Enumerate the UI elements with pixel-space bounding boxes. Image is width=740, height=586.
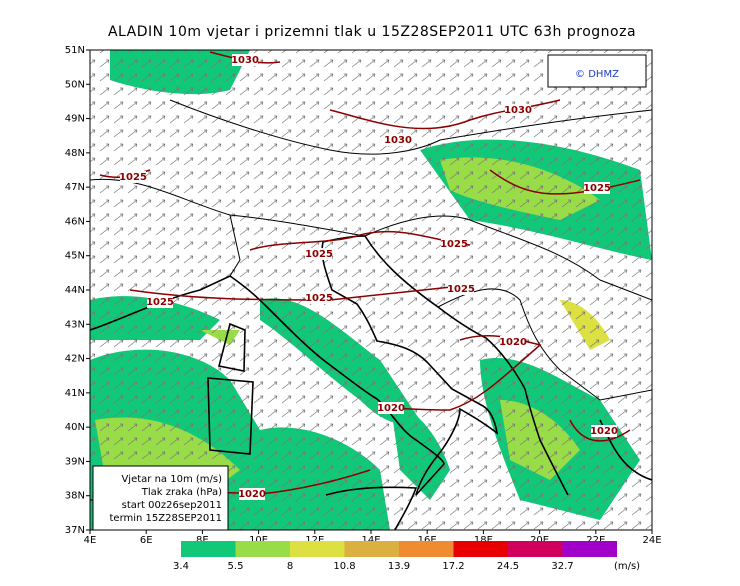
info-line: termin 15Z28SEP2011 xyxy=(110,513,223,524)
colorbar-segment xyxy=(562,541,617,557)
info-box: Vjetar na 10m (m/s) Tlak zraka (hPa) sta… xyxy=(92,465,229,531)
lat-label: 42N xyxy=(65,354,85,365)
axes: 51N 50N 49N 48N 47N 46N 45N 44N 43N 42N 41N 40N 39N 3… xyxy=(65,45,662,546)
colorbar-label: 5.5 xyxy=(228,561,244,572)
isobar-label: 1025 xyxy=(146,297,174,308)
isobar-label-bg xyxy=(500,336,526,348)
lon-label: 20E xyxy=(530,535,549,546)
isobar-label: 1030 xyxy=(504,105,532,116)
info-line: start 00z26sep2011 xyxy=(122,500,222,511)
isobar-label: 1025 xyxy=(305,249,333,260)
lat-label: 46N xyxy=(65,216,85,227)
colorbar-label: 17.2 xyxy=(442,561,464,572)
isobar-label-bg xyxy=(505,104,531,116)
isobar-label-bg xyxy=(385,134,411,146)
colorbar-label: 10.8 xyxy=(333,561,355,572)
colorbar-label: 32.7 xyxy=(551,561,573,572)
isobar-label-bg xyxy=(239,488,265,500)
lat-label: 37N xyxy=(65,525,85,536)
lon-label: 4E xyxy=(84,535,97,546)
copyright: © DHMZ xyxy=(575,69,619,80)
lat-label: 49N xyxy=(65,114,85,125)
isobar-label: 1030 xyxy=(231,55,259,66)
map-field xyxy=(90,50,652,530)
lon-label: 8E xyxy=(196,535,209,546)
lon-label: 14E xyxy=(361,535,380,546)
isobar-label: 1020 xyxy=(499,337,527,348)
isobar-label: 1025 xyxy=(305,293,333,304)
lat-label: 38N xyxy=(65,491,85,502)
colorbar-unit: (m/s) xyxy=(614,561,640,572)
colorbar-label: 8 xyxy=(287,561,293,572)
isobar-label: 1020 xyxy=(590,426,618,437)
isobar-label: 1025 xyxy=(583,183,611,194)
lat-label: 48N xyxy=(65,148,85,159)
colorbar-segment xyxy=(508,541,563,557)
lon-label: 12E xyxy=(305,535,324,546)
isobar-label-bg xyxy=(584,182,610,194)
info-line: Tlak zraka (hPa) xyxy=(141,487,222,498)
isobar-label: 1020 xyxy=(238,489,266,500)
isobar-label-bg xyxy=(441,238,467,250)
lon-label: 22E xyxy=(586,535,605,546)
colorbar-segment xyxy=(290,541,345,557)
lat-label: 47N xyxy=(65,182,85,193)
info-line: Vjetar na 10m (m/s) xyxy=(121,474,222,485)
lat-label: 39N xyxy=(65,456,85,467)
lon-label: 6E xyxy=(140,535,153,546)
colorbar-label: 24.5 xyxy=(497,561,519,572)
isobar-label-bg xyxy=(448,283,474,295)
isobar-label-bg xyxy=(120,171,146,183)
lat-label: 51N xyxy=(65,45,85,56)
lon-label: 24E xyxy=(642,535,661,546)
colorbar: 3.4 5.5 8 10.8 13.9 17.2 24.5 32.7 (m/s) xyxy=(173,541,640,572)
colorbar-label: 13.9 xyxy=(388,561,410,572)
isobar-label: 1020 xyxy=(377,403,405,414)
colorbar-segment xyxy=(235,541,290,557)
isobar-label: 1025 xyxy=(447,284,475,295)
colorbar-segment xyxy=(344,541,399,557)
map-title: ALADIN 10m vjetar i prizemni tlak u 15Z2… xyxy=(108,24,636,40)
lat-label: 40N xyxy=(65,422,85,433)
lat-label: 41N xyxy=(65,388,85,399)
isobar-label-bg xyxy=(232,54,258,66)
copyright-box: © DHMZ xyxy=(547,54,647,88)
lat-label: 44N xyxy=(65,285,85,296)
lon-label: 18E xyxy=(474,535,493,546)
colorbar-label: 3.4 xyxy=(173,561,189,572)
lat-label: 45N xyxy=(65,251,85,262)
isobar-label-bg xyxy=(147,296,173,308)
lon-label: 16E xyxy=(418,535,437,546)
isobar-label-bg xyxy=(306,292,332,304)
isobar-label-bg xyxy=(591,425,617,437)
isobar-label-bg xyxy=(378,402,404,414)
isobar-label: 1030 xyxy=(384,135,412,146)
isobar-label: 1025 xyxy=(119,172,147,183)
borders xyxy=(90,99,652,401)
colorbar-segment xyxy=(181,541,236,557)
lat-label: 50N xyxy=(65,79,85,90)
isobar-label: 1025 xyxy=(440,239,468,250)
lat-label: 43N xyxy=(65,319,85,330)
colorbar-segment xyxy=(453,541,508,557)
isobar-labels: 1030 1030 1030 1025 1025 1025 1025 1025 1025 1025… xyxy=(119,54,618,500)
colorbar-segment xyxy=(399,541,454,557)
isobar-label-bg xyxy=(306,248,332,260)
lon-label: 10E xyxy=(249,535,268,546)
